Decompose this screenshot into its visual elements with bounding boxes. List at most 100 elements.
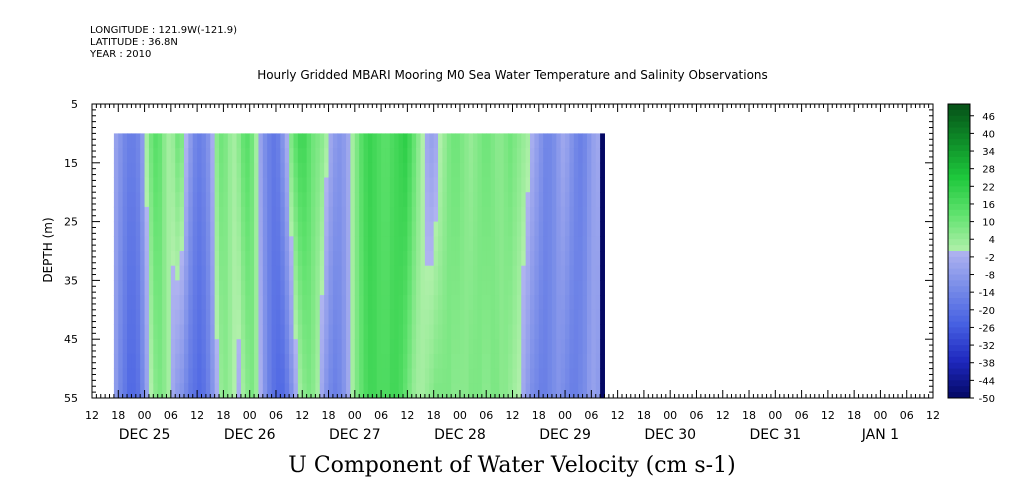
heatmap-cell xyxy=(582,133,588,149)
heatmap-cell xyxy=(275,177,281,193)
heatmap-cell xyxy=(219,309,224,325)
heatmap-cell xyxy=(530,280,535,296)
heatmap-cell xyxy=(346,206,351,223)
heatmap-cell xyxy=(394,162,400,178)
x-hour-label: 12 xyxy=(716,409,730,422)
heatmap-cell xyxy=(311,192,316,208)
x-hour-label: 12 xyxy=(926,409,940,422)
heatmap-cell xyxy=(569,309,575,325)
heatmap-cell xyxy=(578,221,584,237)
heatmap-cell xyxy=(118,309,124,325)
heatmap-cell xyxy=(556,221,562,237)
heatmap-cell xyxy=(201,206,207,223)
heatmap-cell xyxy=(210,133,216,149)
heatmap-cell xyxy=(131,177,137,193)
heatmap-cell xyxy=(162,133,167,149)
heatmap-cell xyxy=(337,309,343,325)
heatmap-cell xyxy=(459,295,465,311)
heatmap-cell xyxy=(486,192,492,208)
heatmap-cell xyxy=(332,251,338,267)
heatmap-cell xyxy=(560,206,566,223)
heatmap-cell xyxy=(245,192,251,208)
heatmap-cell xyxy=(521,133,527,149)
heatmap-cell xyxy=(284,309,290,325)
heatmap-cell xyxy=(490,353,496,370)
heatmap-cell xyxy=(306,309,312,325)
heatmap-cell xyxy=(192,162,198,178)
heatmap-cell xyxy=(398,177,404,193)
heatmap-cell xyxy=(350,324,356,340)
heatmap-cell xyxy=(118,133,124,149)
heatmap-cell xyxy=(319,251,325,267)
heatmap-cell xyxy=(446,280,452,296)
heatmap-cell xyxy=(411,324,417,340)
heatmap-cell xyxy=(534,177,540,193)
heatmap-cell xyxy=(122,265,128,281)
heatmap-cell xyxy=(481,339,487,355)
heatmap-cell xyxy=(157,280,163,296)
heatmap-cell xyxy=(179,309,185,325)
heatmap-cell xyxy=(573,177,579,193)
heatmap-cell xyxy=(148,251,154,267)
heatmap-cell xyxy=(494,236,500,252)
heatmap-cell xyxy=(595,280,601,296)
heatmap-cell xyxy=(429,368,435,384)
heatmap-cell xyxy=(183,295,189,311)
heatmap-cell xyxy=(442,280,448,296)
heatmap-cell xyxy=(525,309,531,325)
heatmap-cell xyxy=(578,280,584,296)
heatmap-cell xyxy=(258,309,264,325)
heatmap-cell xyxy=(140,368,146,384)
heatmap-cell xyxy=(521,324,527,340)
heatmap-cell xyxy=(429,324,435,340)
heatmap-cell xyxy=(188,309,194,325)
heatmap-cell xyxy=(258,368,264,384)
y-tick-label: 25 xyxy=(64,216,78,229)
heatmap-cell xyxy=(359,251,365,267)
heatmap-cell xyxy=(153,236,159,252)
heatmap-cell xyxy=(131,192,137,208)
heatmap-cell xyxy=(547,383,553,399)
heatmap-cell xyxy=(249,265,255,281)
heatmap-cell xyxy=(543,206,549,223)
heatmap-cell xyxy=(280,265,286,281)
heatmap-cell xyxy=(275,206,281,223)
heatmap-cell xyxy=(293,177,299,193)
heatmap-cell xyxy=(289,295,294,311)
heatmap-cell xyxy=(328,339,334,355)
heatmap-cell xyxy=(486,133,492,149)
heatmap-cell xyxy=(556,280,562,296)
heatmap-cell xyxy=(499,295,505,311)
heatmap-cell xyxy=(503,133,509,149)
heatmap-cell xyxy=(324,221,330,237)
heatmap-cell xyxy=(219,383,224,399)
heatmap-cell xyxy=(306,251,312,267)
heatmap-cell xyxy=(302,251,308,267)
heatmap-cell xyxy=(315,265,321,281)
heatmap-cell xyxy=(433,368,439,384)
heatmap-cell xyxy=(183,353,189,370)
heatmap-cell xyxy=(600,324,605,340)
heatmap-cell xyxy=(293,265,299,281)
heatmap-cell xyxy=(135,221,141,237)
heatmap-cell xyxy=(306,177,312,193)
heatmap-cell xyxy=(521,192,527,208)
heatmap-cell xyxy=(512,162,518,178)
heatmap-cell xyxy=(416,206,422,223)
colorbar-label: -2 xyxy=(985,253,995,264)
heatmap-cell xyxy=(407,251,413,267)
heatmap-cell xyxy=(438,368,443,384)
colorbar-swatch xyxy=(948,168,970,175)
heatmap-cell xyxy=(170,383,176,399)
heatmap-cell xyxy=(135,280,141,296)
heatmap-cell xyxy=(516,162,522,178)
heatmap-cell xyxy=(249,133,255,149)
heatmap-cell xyxy=(385,265,391,281)
heatmap-cell xyxy=(543,324,549,340)
heatmap-cell xyxy=(219,339,224,355)
heatmap-cell xyxy=(473,192,478,208)
heatmap-cell xyxy=(249,339,255,355)
heatmap-cell xyxy=(170,192,176,208)
heatmap-cell xyxy=(385,192,391,208)
